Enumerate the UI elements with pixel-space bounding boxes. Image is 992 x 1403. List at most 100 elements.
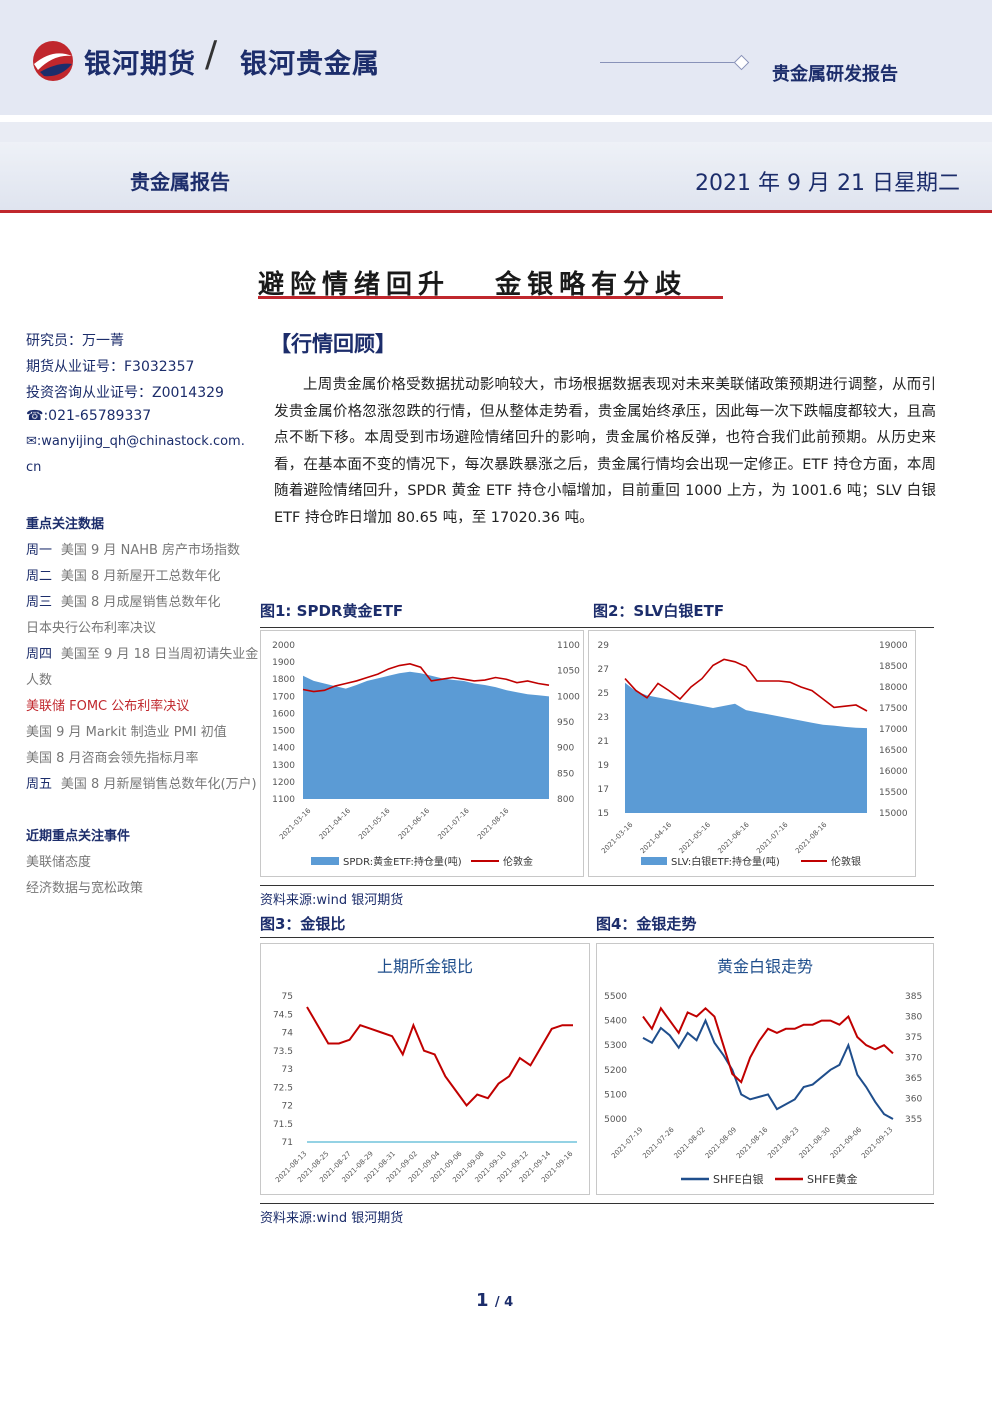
focus-item: 周三 美国 8 月成屋销售总数年化 bbox=[26, 595, 221, 610]
source-note-1: 资料来源:wind 银河期货 bbox=[260, 893, 404, 908]
axis-tick-label: 5500 bbox=[604, 992, 627, 1002]
axis-tick-label: 5000 bbox=[604, 1115, 627, 1125]
email-line-2: cn bbox=[26, 460, 42, 475]
figure3-label: 图3：金银比 bbox=[260, 915, 346, 933]
chart4-title: 黄金白银走势 bbox=[717, 957, 813, 976]
axis-tick-label: 15 bbox=[598, 809, 609, 819]
x-tick-label: 2021-04-16 bbox=[639, 820, 674, 855]
x-tick-label: 2021-08-02 bbox=[672, 1126, 706, 1160]
shfe-gold-line bbox=[642, 1006, 894, 1084]
axis-tick-label: 17500 bbox=[879, 704, 908, 714]
london-silver-line bbox=[624, 658, 868, 712]
chart-gold-silver-ratio: 上期所金银比 75 74.5 74 73.5 73 72.5 72 71.5 71 2021-08-… bbox=[260, 943, 590, 1195]
focus-data-heading: 重点关注数据 bbox=[26, 517, 105, 532]
axis-tick-label: 16000 bbox=[879, 767, 908, 777]
x-tick-label: 2021-06-16 bbox=[716, 820, 751, 855]
event-item: 经济数据与宽松政策 bbox=[26, 881, 144, 896]
focus-item: 美国 9 月 Markit 制造业 PMI 初值 bbox=[26, 725, 227, 740]
axis-tick-label: 74.5 bbox=[273, 1010, 293, 1020]
market-review-paragraph: 上周贵金属价格受数据扰动影响较大，市场根据数据表现对未来美联储政策预期进行调整，… bbox=[274, 377, 936, 526]
axis-tick-label: 1000 bbox=[557, 692, 580, 702]
chart-spdr-gold-etf: 2000 1900 1800 1700 1600 1500 1400 1300 1200 1100… bbox=[260, 630, 584, 877]
legend-label-gold: 伦敦金 bbox=[503, 855, 533, 868]
focus-item: 美国 8 月咨商会领先指标月率 bbox=[26, 751, 199, 766]
chart-slv-silver-etf: 29 27 25 23 21 19 17 15 19000 18500 18000 17500 1700… bbox=[588, 630, 916, 877]
x-tick-label: 2021-03-16 bbox=[600, 820, 635, 855]
phone: ☎:021-65789337 bbox=[26, 408, 152, 424]
axis-tick-label: 19000 bbox=[879, 641, 908, 651]
event-item: 美联储态度 bbox=[26, 855, 92, 870]
axis-tick-label: 380 bbox=[905, 1013, 922, 1023]
london-gold-line bbox=[302, 663, 550, 693]
title-underline bbox=[258, 296, 723, 299]
axis-tick-label: 15000 bbox=[879, 809, 908, 819]
source-note-2: 资料来源:wind 银河期货 bbox=[260, 1211, 404, 1226]
x-tick-label: 2021-09-06 bbox=[829, 1125, 864, 1160]
legend-label-etf: SLV:白银ETF:持仓量(吨) bbox=[671, 855, 780, 868]
x-tick-label: 2021-08-23 bbox=[766, 1126, 800, 1160]
legend-swatch-etf bbox=[641, 857, 667, 865]
figure-bottom-rule bbox=[260, 885, 934, 886]
x-tick-label: 2021-04-16 bbox=[318, 806, 353, 841]
report-date: 2021 年 9 月 21 日星期二 bbox=[695, 171, 960, 196]
axis-tick-label: 72.5 bbox=[273, 1083, 293, 1093]
report-category: 贵金属报告 bbox=[130, 170, 230, 194]
axis-tick-label: 23 bbox=[598, 713, 609, 723]
brand-divider: / bbox=[205, 34, 218, 75]
axis-tick-label: 17 bbox=[598, 785, 609, 795]
figure-bottom-rule-2 bbox=[260, 1203, 934, 1204]
chart3-svg: 上期所金银比7574.57473.57372.57271.5712021-08-… bbox=[273, 957, 577, 1184]
email-line-1: ✉:wanyijing_qh@chinastock.com. bbox=[26, 434, 245, 449]
x-tick-label: 2021-08-16 bbox=[476, 806, 511, 841]
report-type: 贵金属研发报告 bbox=[772, 64, 898, 85]
axis-tick-label: 800 bbox=[557, 795, 574, 805]
focus-item: 周二 美国 8 月新屋开工总数年化 bbox=[26, 569, 221, 584]
axis-tick-label: 5200 bbox=[604, 1066, 627, 1076]
x-tick-label: 2021-06-16 bbox=[397, 806, 432, 841]
x-tick-label: 2021-07-16 bbox=[755, 820, 790, 855]
axis-tick-label: 5300 bbox=[604, 1041, 627, 1051]
axis-tick-label: 18000 bbox=[879, 683, 908, 693]
x-tick-label: 2021-05-16 bbox=[678, 820, 713, 855]
consult-number: 投资咨询从业证号：Z0014329 bbox=[26, 385, 224, 401]
etf-holdings-area bbox=[625, 682, 867, 813]
galaxy-logo-icon bbox=[33, 41, 73, 81]
axis-tick-label: 5100 bbox=[604, 1090, 627, 1100]
axis-tick-label: 73.5 bbox=[273, 1047, 293, 1057]
legend-label-etf: SPDR:黄金ETF:持仓量(吨) bbox=[343, 855, 462, 868]
legend-swatch-etf bbox=[311, 857, 339, 865]
axis-tick-label: 29 bbox=[598, 641, 610, 651]
axis-tick-label: 17000 bbox=[879, 725, 908, 735]
legend-label-gold: SHFE黄金 bbox=[807, 1172, 858, 1186]
events-heading: 近期重点关注事件 bbox=[26, 829, 131, 844]
focus-item: 周五 美国 8 月新屋销售总数年化(万户) bbox=[26, 777, 257, 792]
axis-tick-label: 19 bbox=[598, 761, 610, 771]
decorative-line bbox=[600, 62, 738, 63]
page-number: 1 / 4 bbox=[476, 1290, 514, 1311]
axis-tick-label: 72 bbox=[282, 1102, 293, 1112]
axis-tick-label: 360 bbox=[905, 1095, 922, 1105]
gold-silver-ratio-line bbox=[306, 1006, 573, 1108]
axis-tick-label: 385 bbox=[905, 992, 922, 1002]
x-tick-label: 2021-08-16 bbox=[735, 1125, 770, 1160]
x-tick-label: 2021-07-26 bbox=[641, 1125, 676, 1160]
researcher: 研究员：万一菁 bbox=[26, 333, 124, 349]
axis-tick-label: 1400 bbox=[272, 744, 295, 754]
x-tick-label: 2021-07-16 bbox=[436, 806, 471, 841]
focus-item-highlight: 美联储 FOMC 公布利率决议 bbox=[26, 699, 190, 714]
x-tick-label: 2021-07-19 bbox=[610, 1126, 644, 1160]
axis-tick-label: 365 bbox=[905, 1074, 922, 1084]
shfe-silver-line bbox=[642, 1018, 894, 1120]
chart4-svg: 黄金白银走势 5500 5400 5300 5200 5100 5000 385 380 375 3… bbox=[604, 957, 922, 1186]
section-title: 【行情回顾】 bbox=[270, 332, 396, 356]
axis-tick-label: 21 bbox=[598, 737, 609, 747]
chart2-svg: 29 27 25 23 21 19 17 15 19000 18500 18000 17500 1700… bbox=[598, 641, 908, 868]
focus-item: 日本央行公布利率决议 bbox=[26, 621, 157, 636]
axis-tick-label: 1600 bbox=[272, 709, 295, 719]
axis-tick-label: 375 bbox=[905, 1033, 922, 1043]
axis-tick-label: 1500 bbox=[272, 727, 295, 737]
figure2-label: 图2：SLV白银ETF bbox=[593, 602, 725, 620]
axis-tick-label: 71.5 bbox=[273, 1120, 293, 1130]
figure-top-rule bbox=[260, 627, 934, 628]
brand-sub: 银河贵金属 bbox=[240, 49, 380, 80]
